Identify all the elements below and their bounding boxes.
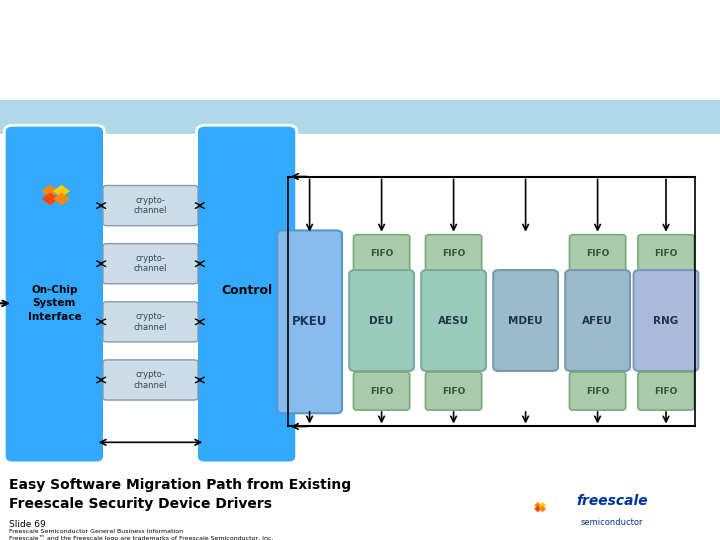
FancyBboxPatch shape (277, 231, 342, 413)
Text: crypto-
channel: crypto- channel (134, 196, 167, 215)
Text: FIFO: FIFO (442, 387, 465, 396)
Polygon shape (42, 185, 58, 198)
Polygon shape (53, 185, 70, 198)
Bar (0, 100, 720, 134)
FancyBboxPatch shape (421, 270, 486, 371)
FancyBboxPatch shape (103, 244, 198, 284)
Text: Freescale Semiconductor General Business Information
Freescale™ and the Freescal: Freescale Semiconductor General Business… (9, 529, 380, 540)
Polygon shape (534, 502, 541, 509)
Text: FIFO: FIFO (654, 387, 678, 396)
Text: Easy Software Migration Path from Existing
Freescale Security Device Drivers: Easy Software Migration Path from Existi… (9, 478, 351, 511)
FancyBboxPatch shape (570, 235, 626, 273)
FancyBboxPatch shape (103, 186, 198, 226)
FancyBboxPatch shape (426, 235, 482, 273)
Text: DEU: DEU (369, 315, 394, 326)
FancyBboxPatch shape (354, 372, 410, 410)
Text: MPC8555 and MPC8541
Security Core Block Diagram: MPC8555 and MPC8541 Security Core Block … (14, 19, 351, 65)
Text: FIFO: FIFO (654, 249, 678, 258)
FancyBboxPatch shape (103, 302, 198, 342)
Polygon shape (53, 193, 70, 205)
Text: AFEU: AFEU (582, 315, 613, 326)
FancyBboxPatch shape (197, 125, 297, 463)
Text: FIFO: FIFO (586, 249, 609, 258)
FancyBboxPatch shape (493, 270, 558, 371)
FancyBboxPatch shape (4, 125, 104, 463)
Text: freescale: freescale (576, 495, 648, 508)
FancyBboxPatch shape (570, 372, 626, 410)
Text: FIFO: FIFO (442, 249, 465, 258)
Text: RNG: RNG (653, 315, 679, 326)
Text: FIFO: FIFO (370, 249, 393, 258)
Text: Control: Control (221, 284, 272, 296)
Text: MDEU: MDEU (508, 315, 543, 326)
Text: On-Chip
System
Interface: On-Chip System Interface (27, 285, 81, 321)
Text: crypto-
channel: crypto- channel (134, 254, 167, 273)
Text: FIFO: FIFO (586, 387, 609, 396)
FancyBboxPatch shape (354, 235, 410, 273)
Text: semiconductor: semiconductor (581, 518, 643, 527)
Text: Slide 69: Slide 69 (9, 521, 45, 529)
Text: AESU: AESU (438, 315, 469, 326)
FancyBboxPatch shape (638, 372, 694, 410)
Polygon shape (42, 193, 58, 205)
Polygon shape (539, 502, 546, 509)
FancyBboxPatch shape (634, 270, 698, 371)
Polygon shape (539, 505, 546, 512)
FancyBboxPatch shape (103, 360, 198, 400)
Text: PKEU: PKEU (292, 315, 328, 328)
Text: crypto-
channel: crypto- channel (134, 312, 167, 332)
FancyBboxPatch shape (565, 270, 630, 371)
Text: FIFO: FIFO (370, 387, 393, 396)
FancyBboxPatch shape (638, 235, 694, 273)
FancyBboxPatch shape (349, 270, 414, 371)
FancyBboxPatch shape (426, 372, 482, 410)
Polygon shape (534, 505, 541, 512)
Text: crypto-
channel: crypto- channel (134, 370, 167, 390)
